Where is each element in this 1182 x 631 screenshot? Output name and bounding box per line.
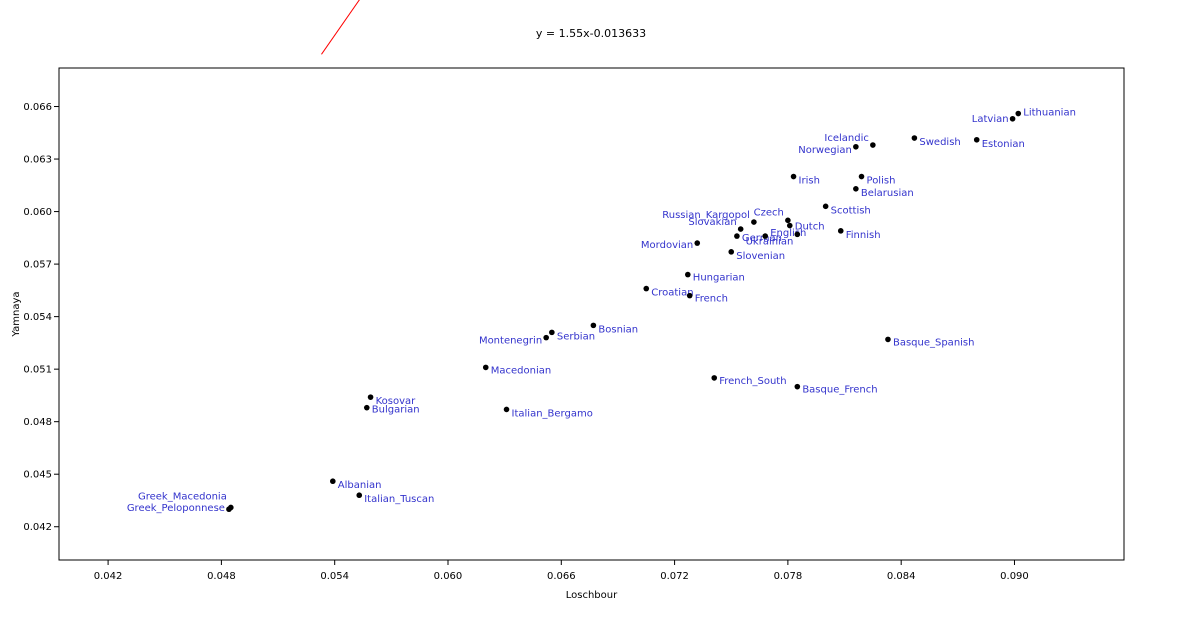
data-label: Irish [799, 176, 820, 187]
data-label: Croatian [651, 288, 693, 299]
data-label: Lithuanian [1023, 108, 1076, 119]
y-tick-label: 0.048 [23, 417, 52, 428]
x-tick-label: 0.060 [434, 571, 463, 582]
data-point [367, 394, 374, 400]
data-label: English [770, 228, 806, 239]
data-label: Slovakian [688, 217, 736, 228]
data-label: Dutch [795, 222, 825, 233]
data-point [853, 143, 859, 150]
x-tick-label: 0.048 [207, 571, 236, 582]
x-tick-label: 0.078 [774, 571, 803, 582]
data-label: Finnish [846, 230, 881, 241]
data-label: Latvian [972, 114, 1009, 125]
data-label: German [742, 233, 782, 244]
data-label: Bosnian [598, 324, 638, 335]
data-point [711, 375, 718, 381]
data-point [226, 506, 232, 513]
x-tick-label: 0.042 [94, 571, 123, 582]
y-tick-label: 0.057 [23, 260, 52, 271]
data-label: Scottish [831, 205, 871, 216]
x-tick-label: 0.054 [320, 571, 349, 582]
y-tick-label: 0.060 [23, 207, 52, 218]
data-point [853, 186, 859, 192]
data-label: Serbian [557, 331, 595, 342]
data-label: Hungarian [693, 273, 745, 284]
data-label: Macedonian [491, 365, 551, 376]
x-tick-label: 0.090 [1000, 571, 1029, 582]
data-label: Norwegian [798, 145, 852, 156]
data-point [911, 135, 918, 141]
data-label: Belarusian [861, 188, 914, 199]
data-point [762, 233, 769, 239]
data-point [822, 203, 829, 210]
data-point [794, 231, 801, 238]
data-point [543, 334, 549, 341]
data-label: Montenegrin [479, 336, 542, 347]
y-tick-label: 0.066 [23, 102, 52, 113]
data-point [363, 404, 370, 411]
data-label: Czech [754, 207, 784, 218]
data-point [728, 249, 735, 255]
data-point [503, 406, 510, 413]
data-label: Bulgarian [372, 405, 420, 416]
y-tick-label: 0.054 [23, 312, 52, 323]
data-point [330, 478, 336, 485]
data-label: Polish [867, 176, 896, 187]
data-label: Kosovar [376, 396, 417, 407]
data-label: Basque_French [802, 385, 877, 396]
trendline [321, 0, 360, 55]
data-point [686, 292, 693, 299]
data-label: Greek_Macedonia [138, 491, 227, 502]
data-point [837, 228, 844, 234]
data-label: Russian_Kargopol [662, 210, 750, 221]
chart-title: y = 1.55x-0.013633 [535, 27, 647, 40]
data-point [786, 222, 793, 229]
data-point [694, 240, 701, 246]
data-label: Italian_Tuscan [364, 494, 434, 505]
data-label: Mordovian [641, 240, 693, 251]
data-point [751, 219, 757, 225]
data-point [549, 329, 555, 336]
x-tick-label: 0.084 [887, 571, 916, 582]
y-tick-label: 0.042 [23, 522, 52, 533]
data-point [858, 173, 865, 180]
data-label: Italian_Bergamo [512, 408, 593, 419]
data-label: Slovenian [736, 251, 785, 262]
data-point [973, 136, 980, 143]
data-point [482, 364, 489, 371]
plot-frame [58, 67, 1125, 561]
data-point [794, 383, 801, 390]
x-axis-label: Loschbour [566, 590, 618, 601]
data-point [1015, 110, 1022, 117]
data-label: Greek_Peloponnese [127, 503, 225, 514]
data-point [790, 173, 797, 180]
data-point [685, 271, 691, 278]
data-point [870, 142, 876, 148]
y-tick-label: 0.045 [23, 470, 52, 481]
y-axis-label: Yamnaya [11, 291, 22, 337]
data-point [643, 285, 650, 292]
data-label: Ukrainian [746, 236, 794, 247]
data-point [785, 217, 791, 224]
data-point [590, 322, 597, 329]
data-label: Basque_Spanish [893, 337, 975, 348]
x-tick-label: 0.072 [660, 571, 689, 582]
data-point [356, 492, 363, 499]
data-label: Estonian [982, 139, 1025, 150]
x-tick-label: 0.066 [547, 571, 576, 582]
y-tick-label: 0.051 [23, 365, 52, 376]
data-point [737, 226, 744, 232]
y-tick-label: 0.063 [23, 155, 52, 166]
data-point [885, 336, 891, 343]
data-label: French [695, 294, 728, 305]
data-label: Icelandic [824, 133, 868, 144]
data-point [1009, 115, 1016, 122]
data-point [734, 233, 740, 239]
data-label: French_South [719, 376, 786, 387]
data-label: Swedish [919, 137, 960, 148]
data-label: Albanian [338, 480, 382, 491]
